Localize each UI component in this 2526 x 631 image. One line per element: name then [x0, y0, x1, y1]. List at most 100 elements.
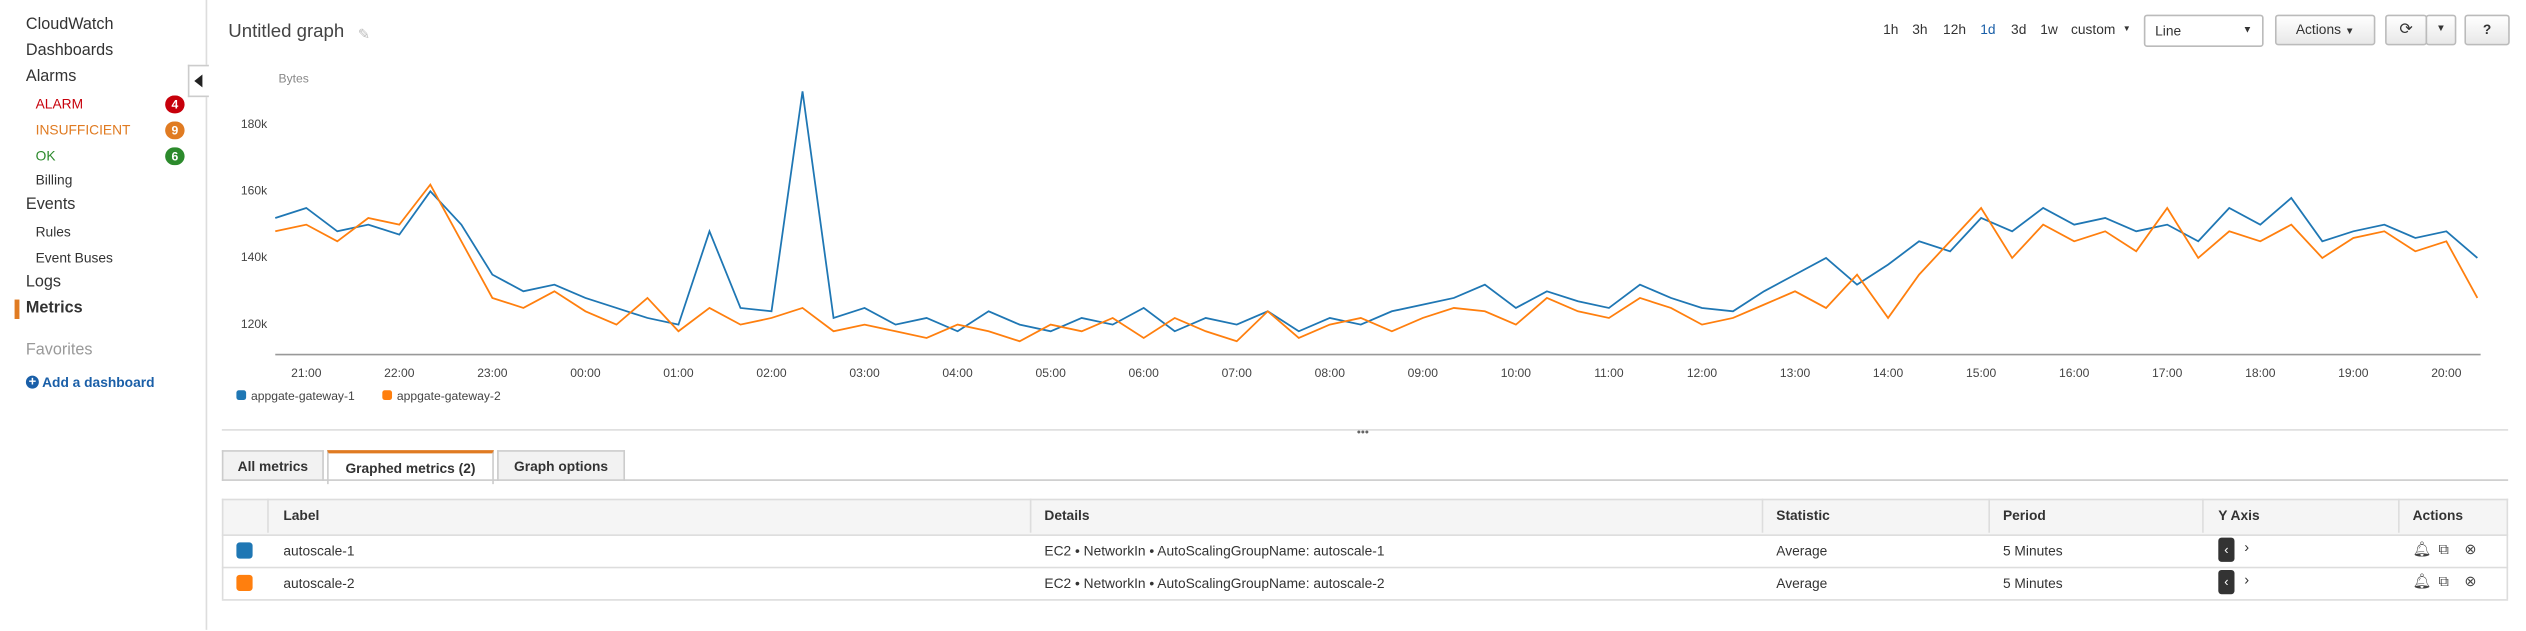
x-tick-label: 06:00	[1129, 366, 1160, 380]
tab-border	[221, 479, 2509, 481]
legend-swatch	[382, 390, 393, 400]
cell: Average	[1776, 574, 1828, 592]
tab[interactable]: Graph options	[497, 450, 626, 481]
column-header[interactable]: Statistic	[1776, 506, 1830, 524]
help-button[interactable]: ?	[2464, 14, 2510, 46]
y-axis-toggle[interactable]: ›	[2244, 539, 2250, 556]
cell: 5 Minutes	[2002, 574, 2063, 592]
x-tick-label: 13:00	[1780, 366, 1811, 380]
range-button[interactable]: 1h	[1883, 21, 1899, 38]
y-axis-toggle[interactable]: ‹	[2218, 569, 2235, 595]
legend-label: appgate-gateway-1	[251, 389, 355, 403]
row-action[interactable]: ⧉	[2438, 573, 2449, 590]
table-border	[221, 498, 224, 600]
range-button[interactable]: 1w	[2040, 21, 2058, 38]
refresh-menu[interactable]: ▼	[2425, 14, 2457, 46]
column-header[interactable]: Y Axis	[2218, 506, 2260, 524]
nav-link[interactable]: Alarms	[25, 68, 77, 86]
range-button[interactable]: 3d	[2011, 21, 2027, 38]
actions-label: Actions	[2295, 21, 2341, 38]
x-tick-label: 11:00	[1594, 366, 1624, 380]
x-tick-label: 18:00	[2245, 366, 2276, 380]
x-tick-label: 09:00	[1408, 366, 1439, 380]
badge: 6	[165, 147, 185, 166]
color-swatch[interactable]	[236, 574, 253, 592]
chart: Bytes 120k 140k 160k 180k 21:00 22:00 23:00 00:…	[236, 72, 2481, 403]
row-action[interactable]: ⧉	[2438, 540, 2449, 558]
nav-link[interactable]: Dashboards	[25, 42, 114, 60]
row-action[interactable]: ⊗	[2464, 573, 2477, 590]
divider	[221, 429, 2509, 431]
nav-link[interactable]: Logs	[25, 273, 62, 292]
column-header[interactable]: Label	[283, 506, 320, 524]
cell: EC2 • NetworkIn • AutoScalingGroupName: …	[1044, 542, 1385, 559]
y-tick-label: 180k	[241, 117, 268, 131]
column-header[interactable]: Actions	[2412, 506, 2464, 524]
x-tick-label: 00:00	[570, 366, 601, 380]
nav-link[interactable]: CloudWatch	[25, 16, 114, 35]
column-header[interactable]: Details	[1044, 506, 1090, 524]
tab-active[interactable]: Graphed metrics (2)	[327, 450, 494, 485]
col-divider	[1761, 498, 1764, 533]
nav-link[interactable]: Event Buses	[35, 249, 113, 266]
x-tick-label: 12:00	[1687, 366, 1718, 380]
col-divider	[267, 498, 269, 533]
nav-link[interactable]: Metrics	[25, 299, 83, 318]
edit-icon[interactable]: ✎	[357, 25, 371, 43]
resize-handle[interactable]: •••	[1356, 427, 1369, 439]
cell: autoscale-1	[283, 542, 355, 559]
col-divider	[2202, 498, 2204, 533]
nav-link[interactable]: ALARM	[35, 95, 84, 112]
x-tick-label: 02:00	[756, 366, 787, 380]
x-tick-label: 10:00	[1501, 366, 1532, 380]
y-tick-label: 140k	[241, 250, 268, 264]
nav-link[interactable]: OK	[35, 147, 56, 164]
legend-label: appgate-gateway-2	[397, 389, 501, 403]
range-button[interactable]: 3h	[1912, 21, 1928, 38]
legend-swatch	[236, 390, 247, 400]
nav-link[interactable]: Rules	[35, 223, 71, 240]
row-action[interactable]: ⊗	[2464, 540, 2477, 558]
col-divider	[2398, 498, 2400, 533]
x-tick-label: 14:00	[1873, 366, 1904, 380]
series-line	[274, 91, 2478, 333]
cell: 5 Minutes	[2002, 542, 2063, 559]
actions-button[interactable]: Actions ▼	[2274, 14, 2376, 46]
x-tick-label: 23:00	[477, 366, 508, 380]
x-tick-label: 17:00	[2152, 366, 2183, 380]
row-action[interactable]: 🔔︎	[2412, 540, 2432, 558]
x-tick-label: 15:00	[1966, 366, 1997, 380]
range-button[interactable]: 1d	[1980, 21, 1996, 38]
add-dashboard-link[interactable]: Add a dashboard	[42, 374, 155, 391]
cell: autoscale-2	[283, 574, 355, 592]
x-tick-label: 20:00	[2431, 366, 2462, 380]
x-tick-label: 03:00	[849, 366, 880, 380]
nav-link[interactable]: Events	[25, 195, 76, 214]
series-line	[275, 183, 2479, 343]
y-axis-label: Bytes	[279, 72, 309, 86]
x-tick-label: 21:00	[291, 366, 322, 380]
sidebar-border	[205, 0, 208, 630]
row-border	[221, 566, 2509, 569]
tab[interactable]: All metrics	[221, 450, 324, 481]
y-tick-label: 120k	[241, 317, 268, 331]
view-select[interactable]: Line ▼	[2143, 14, 2264, 47]
col-divider	[1988, 498, 1990, 533]
collapse-toggle[interactable]	[187, 64, 209, 98]
range-button[interactable]: 12h	[1943, 21, 1967, 38]
refresh-button[interactable]: ⟳	[2385, 14, 2428, 46]
color-swatch[interactable]	[236, 542, 253, 559]
row-action[interactable]: 🔔︎	[2412, 573, 2432, 590]
view-value: Line	[2155, 22, 2182, 39]
nav-link[interactable]: Billing	[35, 171, 73, 188]
y-axis-toggle[interactable]: ‹	[2218, 537, 2235, 562]
column-header[interactable]: Period	[2002, 506, 2046, 524]
nav-link[interactable]: INSUFFICIENT	[35, 121, 131, 138]
dropdown-caret: ▼	[2122, 24, 2131, 35]
graph-title[interactable]: Untitled graph	[228, 22, 345, 43]
badge: 4	[165, 95, 185, 114]
y-axis-toggle[interactable]: ›	[2244, 571, 2250, 588]
range-button[interactable]: custom	[2070, 21, 2116, 38]
